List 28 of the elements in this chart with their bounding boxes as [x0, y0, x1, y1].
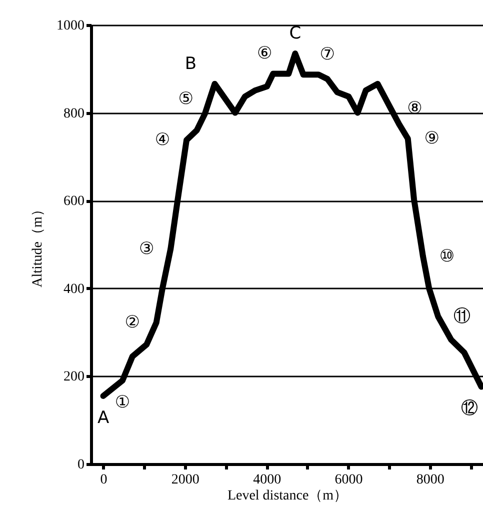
annotation: ⑨ — [424, 128, 440, 149]
annotation: ⑥ — [257, 44, 272, 64]
annotation: B — [184, 54, 197, 74]
y-tick-label: 600 — [64, 194, 84, 210]
annotation: ⑤ — [178, 88, 194, 109]
annotation: ⑩ — [439, 246, 455, 266]
x-tick-label: 0 — [100, 472, 108, 488]
x-tick-label: 8000 — [416, 472, 444, 488]
y-tick-label: 0 — [78, 458, 84, 472]
annotation: C — [289, 24, 302, 44]
annotation: A — [97, 408, 110, 428]
y-tick-label: 200 — [64, 370, 84, 385]
y-tick-label: 1000 — [56, 18, 84, 34]
annotation: ③ — [139, 238, 154, 259]
annotation: ② — [124, 312, 140, 333]
y-tick-label: 400 — [64, 282, 84, 297]
y-tick-label: 800 — [64, 106, 84, 122]
y-axis-title: Altitude（m） — [30, 202, 46, 288]
annotation: ⑪ — [454, 306, 471, 326]
x-tick-label: 4000 — [253, 472, 282, 488]
x-tick-label: 2000 — [171, 472, 200, 488]
annotation: ⑧ — [407, 98, 422, 118]
x-tick-label: 6000 — [334, 472, 363, 488]
annotation: ⑦ — [320, 44, 335, 65]
annotation: ① — [114, 392, 130, 413]
x-axis-title: Level distance（m） — [227, 488, 348, 504]
annotation: ⑫ — [460, 398, 478, 419]
annotation: ④ — [154, 130, 170, 150]
